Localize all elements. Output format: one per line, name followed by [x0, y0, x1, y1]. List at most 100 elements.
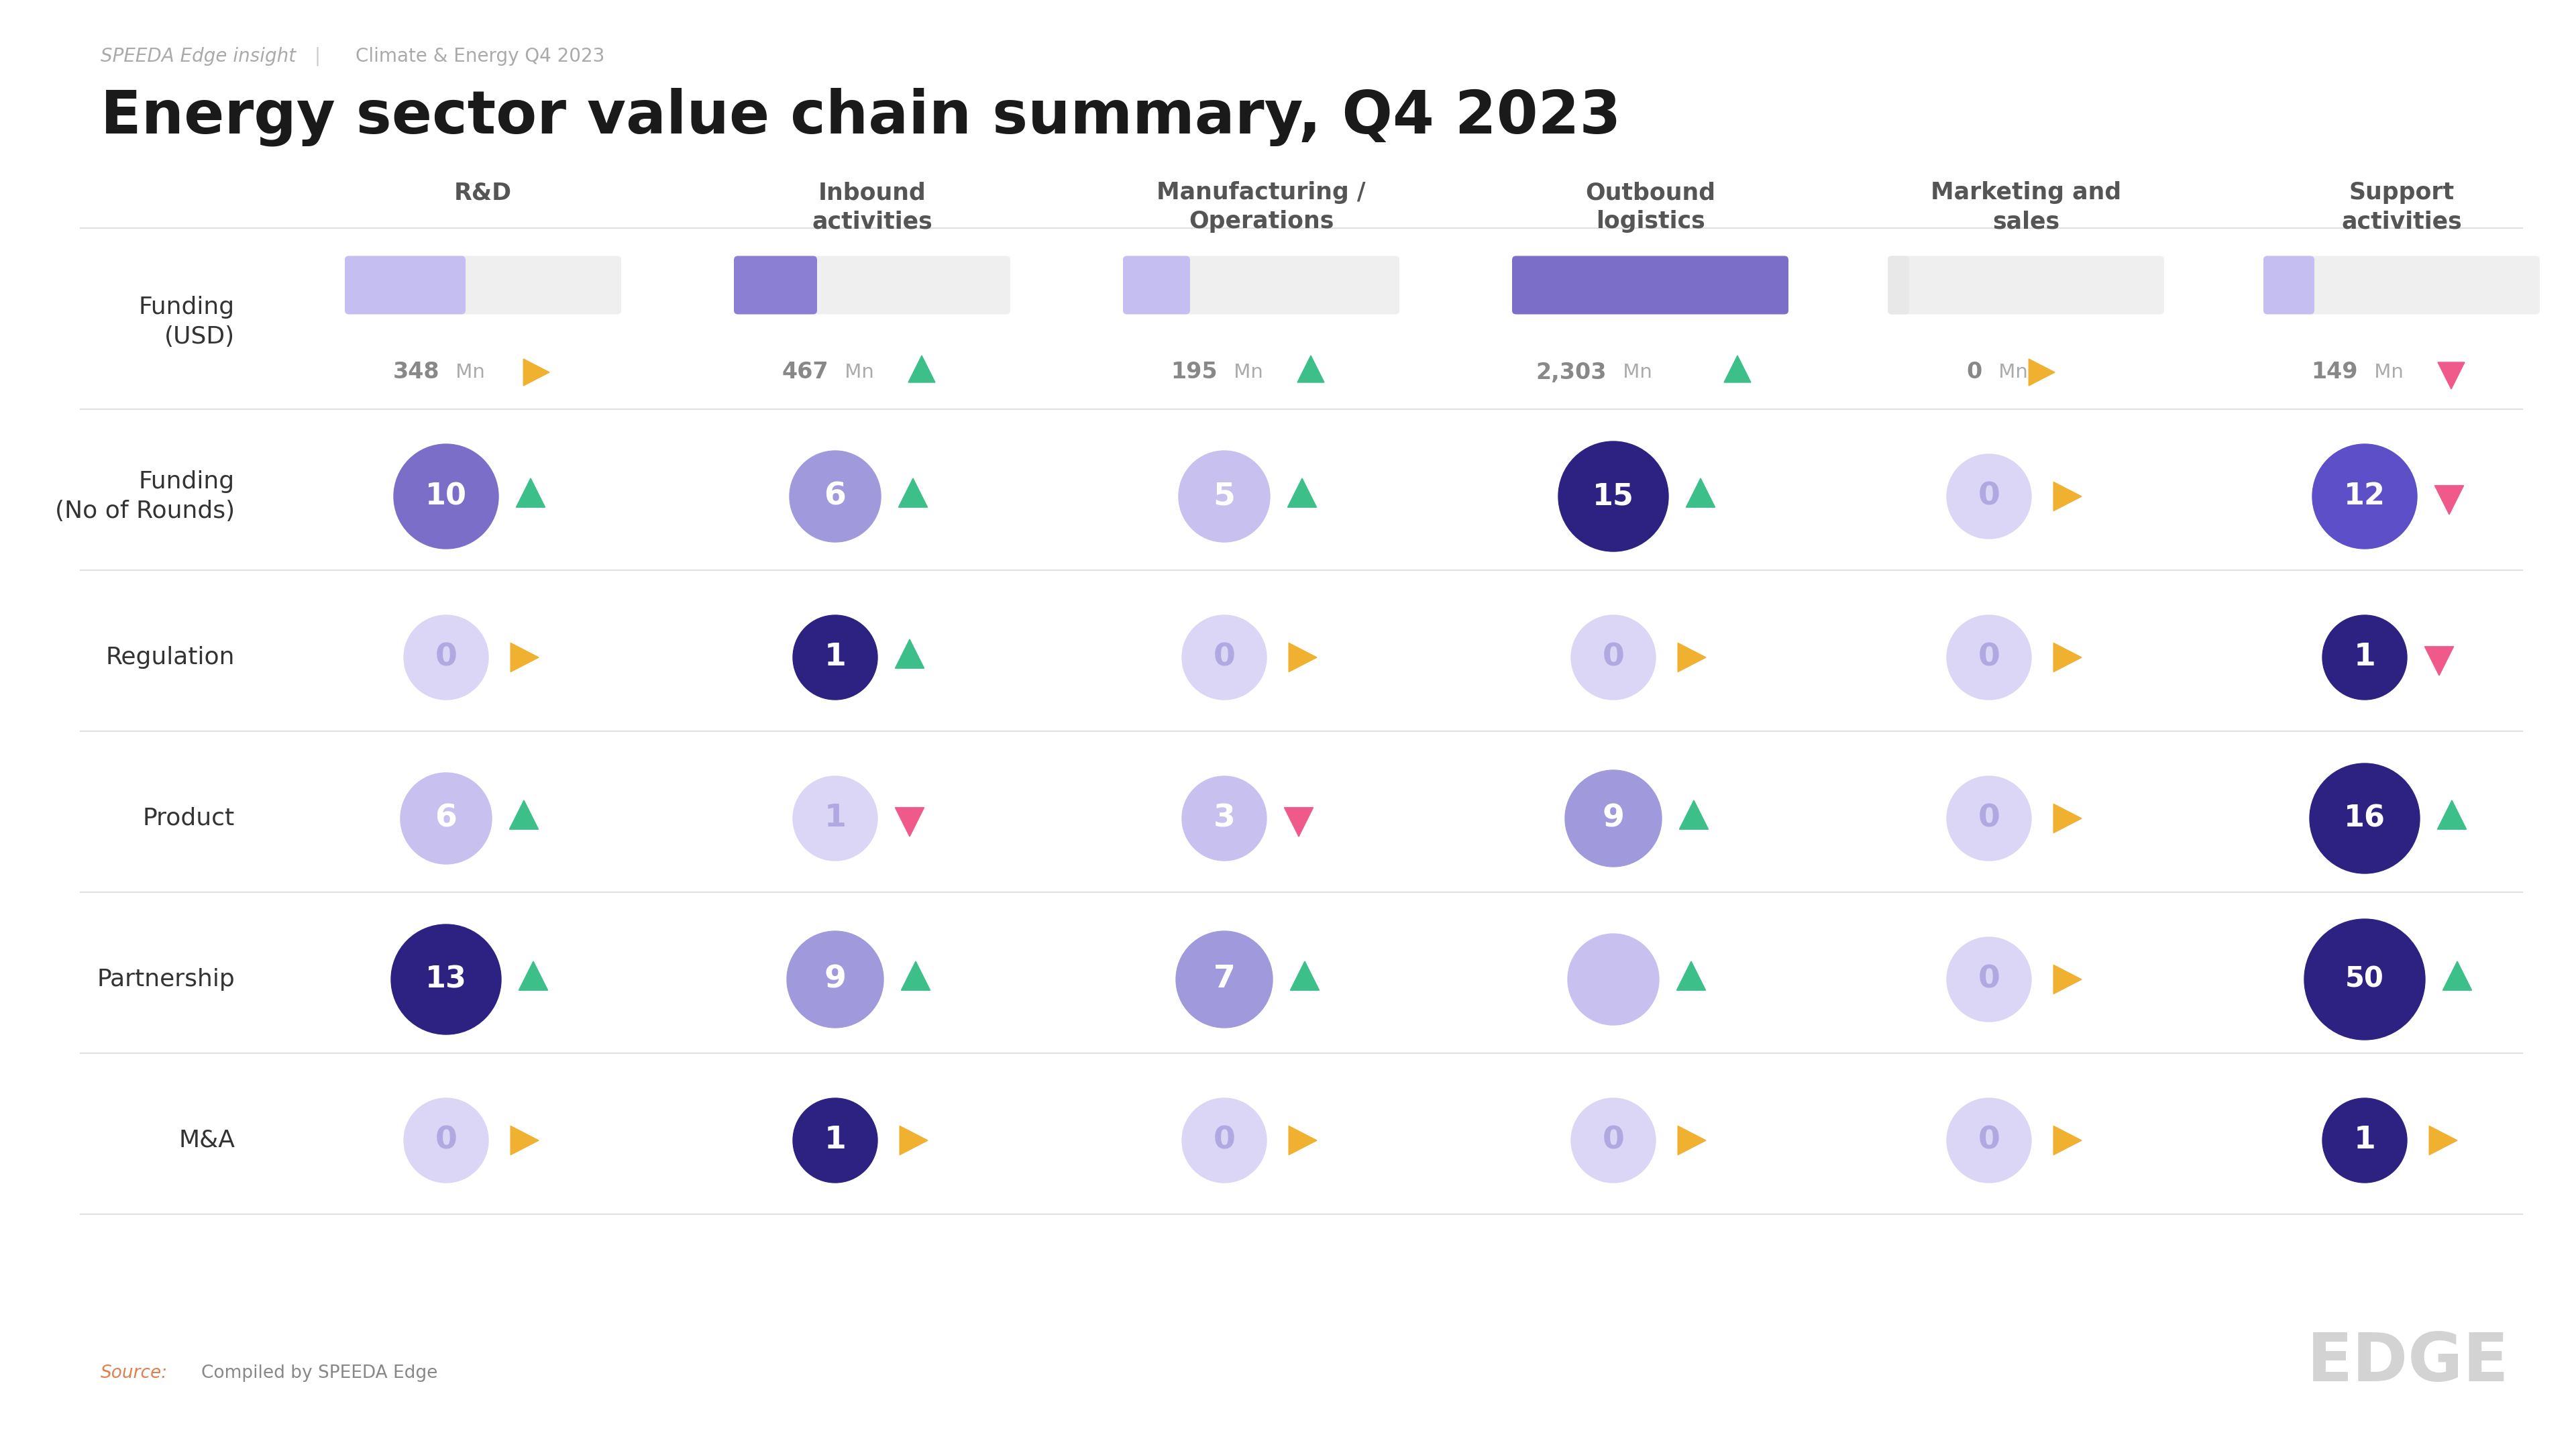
- Polygon shape: [510, 643, 538, 672]
- Text: 50: 50: [2344, 965, 2385, 994]
- Text: Support
activities: Support activities: [2342, 181, 2463, 233]
- FancyBboxPatch shape: [734, 256, 1010, 314]
- Polygon shape: [515, 478, 546, 507]
- FancyBboxPatch shape: [345, 256, 621, 314]
- Text: Funding
(No of Rounds): Funding (No of Rounds): [54, 469, 234, 523]
- Polygon shape: [1723, 355, 1752, 383]
- Text: Climate & Energy Q4 2023: Climate & Energy Q4 2023: [355, 46, 605, 65]
- Text: Outbound
logistics: Outbound logistics: [1584, 181, 1716, 233]
- Text: Partnership: Partnership: [98, 968, 234, 991]
- FancyBboxPatch shape: [1123, 256, 1190, 314]
- Polygon shape: [1291, 961, 1319, 990]
- Circle shape: [2324, 616, 2406, 700]
- Text: 0: 0: [435, 1126, 456, 1155]
- Polygon shape: [2053, 965, 2081, 994]
- Circle shape: [404, 1098, 489, 1182]
- Circle shape: [1182, 1098, 1267, 1182]
- Circle shape: [1569, 933, 1659, 1024]
- Text: Mn: Mn: [840, 362, 873, 381]
- Polygon shape: [1677, 961, 1705, 990]
- FancyBboxPatch shape: [1888, 256, 1909, 314]
- Text: 7: 7: [1213, 965, 1236, 994]
- Polygon shape: [909, 355, 935, 383]
- Text: Mn: Mn: [2367, 362, 2403, 381]
- Polygon shape: [2437, 362, 2465, 390]
- Polygon shape: [1288, 1126, 1316, 1155]
- Text: 5: 5: [1213, 481, 1236, 511]
- Circle shape: [1177, 932, 1273, 1027]
- Text: 467: 467: [781, 361, 829, 384]
- Text: 10: 10: [425, 483, 466, 511]
- Circle shape: [1182, 616, 1267, 700]
- Circle shape: [404, 616, 489, 700]
- Circle shape: [394, 443, 497, 549]
- Polygon shape: [523, 359, 549, 385]
- Polygon shape: [2030, 359, 2056, 385]
- Circle shape: [793, 1098, 878, 1182]
- Polygon shape: [1298, 355, 1324, 383]
- Text: 0: 0: [1965, 361, 1984, 384]
- Text: Funding
(USD): Funding (USD): [139, 296, 234, 348]
- Polygon shape: [2053, 804, 2081, 833]
- Text: EDGE: EDGE: [2306, 1330, 2509, 1395]
- FancyBboxPatch shape: [345, 256, 466, 314]
- Text: 1: 1: [2354, 1126, 2375, 1155]
- Text: 149: 149: [2311, 361, 2357, 384]
- Text: 9: 9: [1602, 803, 1625, 833]
- Polygon shape: [2437, 800, 2465, 829]
- Polygon shape: [1677, 643, 1705, 672]
- Text: Energy sector value chain summary, Q4 2023: Energy sector value chain summary, Q4 20…: [100, 87, 1620, 146]
- Text: Mn: Mn: [1618, 362, 1651, 381]
- Text: 5: 5: [1602, 965, 1625, 994]
- Circle shape: [1947, 616, 2032, 700]
- Polygon shape: [518, 961, 549, 990]
- FancyBboxPatch shape: [1512, 256, 1788, 314]
- Text: 15: 15: [1592, 483, 1633, 511]
- Circle shape: [1947, 454, 2032, 539]
- Polygon shape: [902, 961, 930, 990]
- FancyBboxPatch shape: [734, 256, 817, 314]
- Text: M&A: M&A: [178, 1129, 234, 1152]
- Circle shape: [399, 772, 492, 864]
- Circle shape: [1571, 1098, 1656, 1182]
- Circle shape: [2311, 764, 2419, 874]
- Text: 1: 1: [824, 1126, 845, 1155]
- Text: 1: 1: [2354, 642, 2375, 672]
- Text: Mn: Mn: [1991, 362, 2027, 381]
- Text: 0: 0: [1978, 803, 1999, 833]
- Text: Manufacturing /
Operations: Manufacturing / Operations: [1157, 181, 1365, 233]
- Text: 16: 16: [2344, 804, 2385, 833]
- Text: 0: 0: [435, 642, 456, 672]
- Text: Regulation: Regulation: [106, 646, 234, 669]
- Text: 0: 0: [1978, 1126, 1999, 1155]
- Circle shape: [1182, 777, 1267, 861]
- Polygon shape: [1677, 1126, 1705, 1155]
- Polygon shape: [896, 639, 925, 668]
- Polygon shape: [2053, 483, 2081, 511]
- Text: R&D: R&D: [453, 181, 513, 204]
- Polygon shape: [2053, 643, 2081, 672]
- Text: 0: 0: [1213, 1126, 1236, 1155]
- FancyBboxPatch shape: [1888, 256, 2164, 314]
- Circle shape: [793, 616, 878, 700]
- Circle shape: [392, 924, 502, 1035]
- Text: Mn: Mn: [448, 362, 484, 381]
- Text: 0: 0: [1213, 642, 1236, 672]
- FancyBboxPatch shape: [1512, 256, 1788, 314]
- Text: Compiled by SPEEDA Edge: Compiled by SPEEDA Edge: [201, 1365, 438, 1382]
- Circle shape: [1566, 769, 1662, 867]
- Text: Marketing and
sales: Marketing and sales: [1929, 181, 2120, 233]
- Polygon shape: [1687, 478, 1716, 507]
- Text: 9: 9: [824, 965, 845, 994]
- Polygon shape: [2434, 485, 2463, 514]
- Text: 2,303: 2,303: [1535, 361, 1607, 384]
- Circle shape: [2313, 443, 2416, 549]
- Circle shape: [1571, 616, 1656, 700]
- Text: 6: 6: [435, 803, 456, 833]
- Circle shape: [1558, 442, 1669, 552]
- Text: 0: 0: [1978, 481, 1999, 511]
- Circle shape: [1947, 938, 2032, 1022]
- Polygon shape: [2053, 1126, 2081, 1155]
- Polygon shape: [1285, 807, 1314, 836]
- Text: 1: 1: [824, 642, 845, 672]
